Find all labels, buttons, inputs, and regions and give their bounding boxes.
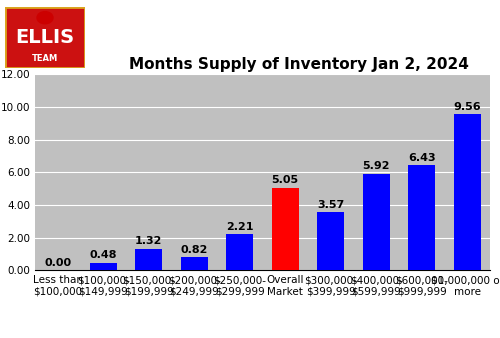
Bar xyxy=(362,174,390,270)
Text: TEAM: TEAM xyxy=(32,54,58,63)
Bar xyxy=(90,263,117,270)
Bar xyxy=(135,249,162,270)
Text: 5.05: 5.05 xyxy=(272,175,299,186)
Title: Months Supply of Inventory Jan 2, 2024: Months Supply of Inventory Jan 2, 2024 xyxy=(129,57,469,72)
Circle shape xyxy=(37,11,53,24)
Text: 0.82: 0.82 xyxy=(180,245,208,255)
Bar xyxy=(226,234,254,270)
Text: 0.00: 0.00 xyxy=(44,258,72,268)
Text: 0.48: 0.48 xyxy=(90,250,117,260)
Bar xyxy=(180,257,208,270)
Text: ELLIS: ELLIS xyxy=(16,28,74,47)
Text: kw: kw xyxy=(40,14,50,20)
Text: 6.43: 6.43 xyxy=(408,153,436,163)
Text: kw: kw xyxy=(40,15,50,20)
Bar xyxy=(408,165,436,270)
Bar xyxy=(272,188,299,270)
Text: 3.57: 3.57 xyxy=(317,200,344,210)
Text: 9.56: 9.56 xyxy=(454,102,481,112)
Bar xyxy=(454,114,481,270)
Bar xyxy=(317,212,344,270)
Text: 5.92: 5.92 xyxy=(362,161,390,171)
Text: 1.32: 1.32 xyxy=(135,236,162,246)
Text: 2.21: 2.21 xyxy=(226,222,254,232)
FancyBboxPatch shape xyxy=(5,7,85,68)
